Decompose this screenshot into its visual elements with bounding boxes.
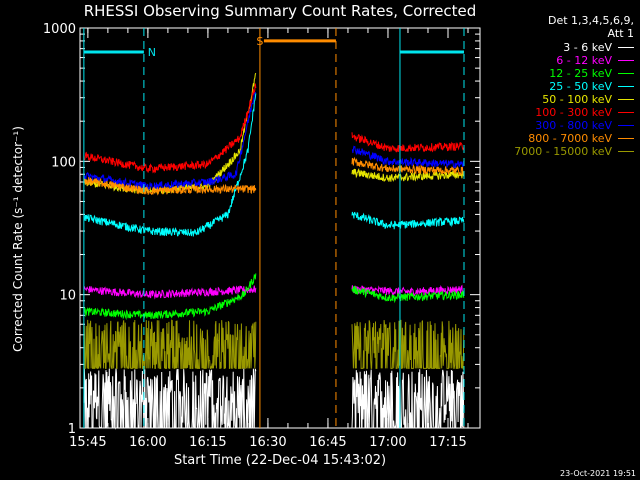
legend-swatch: [618, 60, 634, 61]
band-label: N: [148, 46, 156, 59]
legend-item: 25 - 50 keV: [514, 80, 634, 93]
series-line: [351, 285, 465, 304]
series-line: [83, 93, 257, 237]
x-tick-label: 16:00: [129, 435, 166, 450]
legend-label: 100 - 300 keV: [535, 106, 612, 119]
y-tick-label: 10: [59, 289, 76, 304]
x-tick-label: 17:15: [429, 435, 466, 450]
series-line: [83, 91, 257, 192]
series-line: [83, 83, 257, 174]
legend-swatch: [618, 86, 634, 87]
series-line: [83, 177, 257, 196]
series-line: [351, 145, 464, 169]
plot-frame: [79, 27, 481, 429]
series-line: [351, 167, 465, 182]
legend-header-line: Att 1: [607, 27, 634, 40]
legend-label: 50 - 100 keV: [542, 93, 612, 106]
series-line: [351, 156, 465, 177]
legend-label: 800 - 7000 keV: [528, 132, 612, 145]
legend-header: Det 1,3,4,5,6,9, Att 1: [548, 14, 634, 40]
legend-swatch: [618, 73, 634, 74]
timestamp: 23-Oct-2021 19:51: [560, 469, 636, 478]
legend-label: 6 - 12 keV: [556, 54, 612, 67]
legend-swatch: [618, 138, 634, 139]
legend: 3 - 6 keV 6 - 12 keV 12 - 25 keV 25 - 50 ke…: [514, 41, 634, 158]
y-tick-label: 1000: [43, 22, 76, 37]
legend-swatch: [618, 151, 634, 152]
band-label: S: [256, 35, 263, 48]
x-tick-label: 16:45: [309, 435, 346, 450]
legend-item: 50 - 100 keV: [514, 93, 634, 106]
chart-title: RHESSI Observing Summary Count Rates, Co…: [83, 2, 477, 20]
legend-item: 3 - 6 keV: [514, 41, 634, 54]
series-line: [351, 132, 465, 153]
series-line: [351, 284, 464, 297]
legend-item: 6 - 12 keV: [514, 54, 634, 67]
legend-label: 3 - 6 keV: [563, 41, 612, 54]
series-line: [83, 285, 257, 300]
x-tick-label: 15:45: [69, 435, 106, 450]
series-line: [83, 319, 257, 369]
legend-swatch: [618, 125, 634, 126]
legend-label: 12 - 25 keV: [549, 67, 612, 80]
legend-label: 7000 - 15000 keV: [514, 145, 612, 158]
series-line: [351, 211, 465, 230]
legend-label: 25 - 50 keV: [549, 80, 612, 93]
legend-item: 300 - 800 keV: [514, 119, 634, 132]
x-tick-label: 16:30: [249, 435, 286, 450]
legend-item: 100 - 300 keV: [514, 106, 634, 119]
x-tick-label: 16:15: [189, 435, 226, 450]
legend-swatch: [618, 112, 634, 113]
y-tick-label: 1: [68, 422, 76, 437]
legend-item: 7000 - 15000 keV: [514, 145, 634, 158]
legend-swatch: [618, 99, 634, 100]
x-tick-label: 17:00: [369, 435, 406, 450]
y-axis-label: Corrected Count Rate (s⁻¹ detector⁻¹): [11, 126, 25, 352]
x-axis-label: Start Time (22-Dec-04 15:43:02): [173, 453, 387, 468]
series-line: [351, 369, 465, 429]
series-line: [351, 319, 465, 371]
legend-item: 12 - 25 keV: [514, 67, 634, 80]
legend-header-line: Det 1,3,4,5,6,9,: [547, 14, 634, 27]
series-line: [83, 273, 257, 321]
legend-label: 300 - 800 keV: [535, 119, 612, 132]
legend-swatch: [618, 47, 634, 48]
series-line: [83, 368, 257, 430]
y-tick-label: 100: [51, 155, 76, 170]
legend-item: 800 - 7000 keV: [514, 132, 634, 145]
